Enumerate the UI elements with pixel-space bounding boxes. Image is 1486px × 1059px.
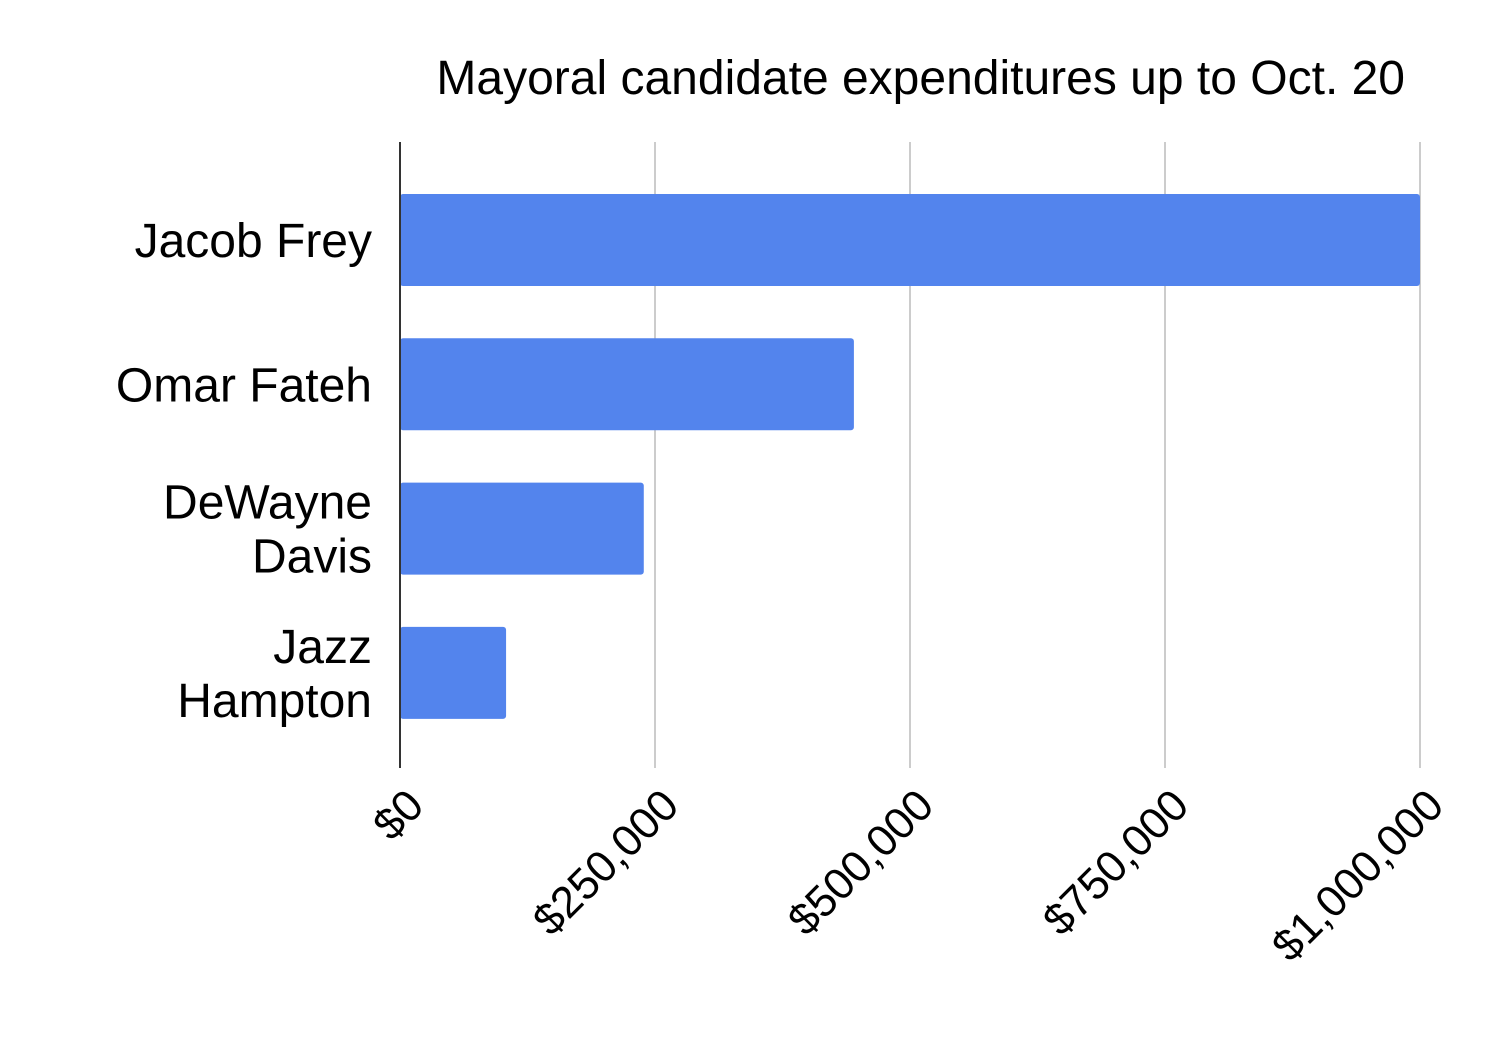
bar	[400, 626, 507, 719]
category-label-line: Jacob Frey	[135, 215, 372, 268]
x-tick-labels: $0 $250,000 $500,000 $750,000 $1,000,000	[364, 780, 1453, 970]
category-label-line: Hampton	[177, 675, 372, 728]
x-tick-label: $750,000	[1034, 780, 1198, 944]
x-tick-label: $250,000	[524, 780, 688, 944]
bar	[400, 194, 1420, 286]
x-tick-label: $1,000,000	[1263, 780, 1453, 970]
category-labels: Jacob Frey Omar Fateh DeWayne Davis Jazz Hamp…	[116, 215, 372, 728]
category-label-line: Davis	[252, 531, 372, 584]
category-label: Jacob Frey	[135, 215, 372, 268]
x-tick-label: $0	[364, 780, 433, 849]
x-tick-label: $500,000	[779, 780, 943, 944]
bars	[400, 194, 1420, 719]
category-label-line: Jazz	[273, 621, 372, 674]
category-label-line: DeWayne	[163, 477, 372, 530]
category-label: Omar Fateh	[116, 359, 372, 412]
bar	[400, 338, 854, 431]
bar	[400, 482, 644, 575]
category-label: DeWayne Davis	[163, 477, 372, 584]
category-label-line: Omar Fateh	[116, 359, 372, 412]
chart-title: Mayoral candidate expenditures up to Oct…	[436, 52, 1405, 105]
category-label: Jazz Hampton	[177, 621, 372, 728]
